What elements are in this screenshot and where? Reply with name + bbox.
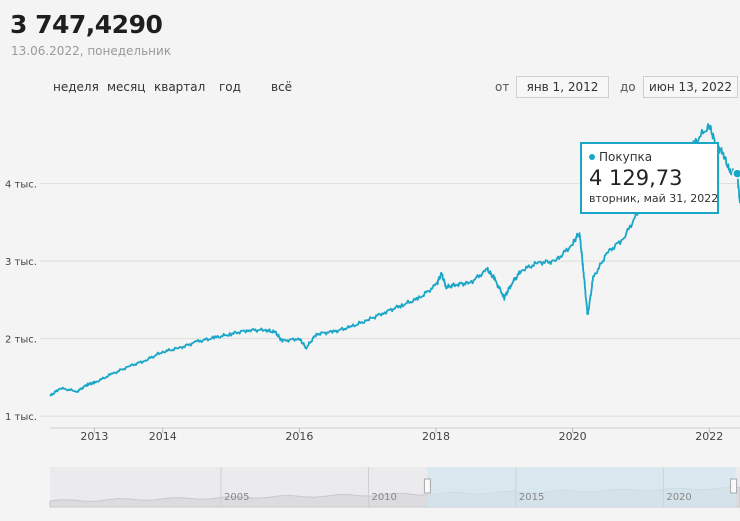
- highlight-point: [732, 168, 740, 179]
- tooltip-series: Покупка: [589, 150, 710, 164]
- navigator-tick-label: 2010: [371, 492, 396, 503]
- to-label: до: [620, 80, 636, 94]
- range-all-button[interactable]: всё: [271, 80, 293, 94]
- range-quarter-button[interactable]: квартал: [154, 80, 206, 94]
- tooltip-series-name: Покупка: [599, 150, 653, 164]
- x-tick-label: 2013: [80, 430, 108, 443]
- from-date-input[interactable]: янв 1, 2012: [516, 76, 609, 98]
- to-date-input[interactable]: июн 13, 2022: [643, 76, 738, 98]
- tooltip: Покупка 4 129,73 вторник, май 31, 2022: [580, 142, 719, 214]
- navigator-tick-label: 2020: [666, 492, 691, 503]
- x-tick-label: 2020: [559, 430, 587, 443]
- price-chart[interactable]: 1 тыс. 2 тыс. 3 тыс. 4 тыс. 2013 2014 2016 2018…: [0, 100, 740, 521]
- y-tick-label: 1 тыс.: [5, 412, 37, 423]
- x-tick-label: 2022: [695, 430, 723, 443]
- y-tick-label: 4 тыс.: [5, 180, 37, 191]
- navigator-handle-left[interactable]: [423, 478, 431, 494]
- current-date: 13.06.2022, понедельник: [11, 44, 172, 58]
- x-tick-label: 2018: [422, 430, 450, 443]
- range-year-button[interactable]: год: [219, 80, 241, 94]
- from-label: от: [495, 80, 510, 94]
- navigator-handle-right[interactable]: [730, 478, 738, 494]
- navigator-tick-label: 2015: [519, 492, 544, 503]
- tooltip-date: вторник, май 31, 2022: [589, 192, 719, 205]
- y-tick-label: 2 тыс.: [5, 335, 37, 346]
- range-month-button[interactable]: месяц: [107, 80, 146, 94]
- navigator-tick-label: 2005: [224, 492, 249, 503]
- tooltip-value: 4 129,73: [589, 166, 683, 190]
- current-price: 3 747,4290: [10, 10, 163, 39]
- navigator-window: [427, 467, 736, 507]
- x-tick-label: 2016: [285, 430, 313, 443]
- range-week-button[interactable]: неделя: [53, 80, 99, 94]
- series-dot-icon: [589, 154, 595, 160]
- y-tick-label: 3 тыс.: [5, 257, 37, 268]
- x-tick-label: 2014: [149, 430, 177, 443]
